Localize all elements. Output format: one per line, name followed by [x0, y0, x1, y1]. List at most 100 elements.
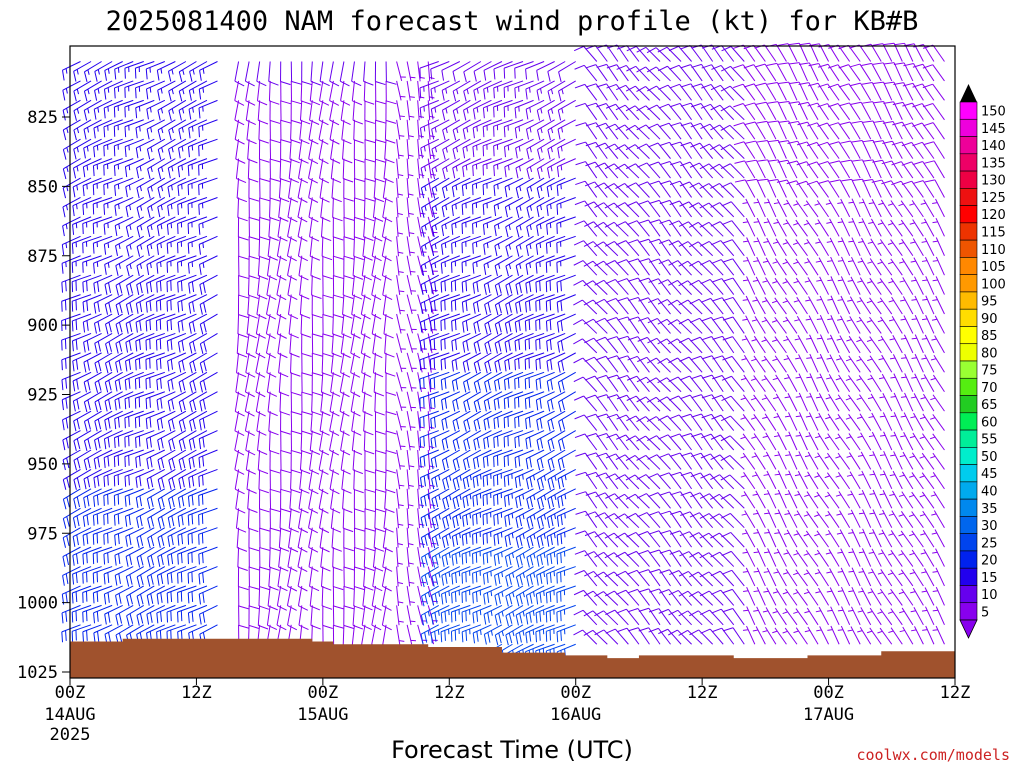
barb-shaft [84, 80, 102, 92]
barb-shaft [93, 119, 113, 129]
barb-shaft [84, 61, 102, 73]
barb-flag [333, 624, 344, 629]
wind-barb [385, 372, 397, 396]
barb-flag [136, 557, 141, 568]
barb-flag [146, 283, 149, 294]
barb-half-flag [192, 107, 194, 113]
barb-flag [125, 576, 130, 587]
barb-shaft [166, 624, 187, 632]
barb-shaft [406, 449, 411, 470]
wind-barb [494, 371, 513, 392]
barb-flag [547, 129, 551, 141]
barb-flag [319, 527, 330, 534]
wind-barb [177, 566, 197, 584]
barb-shaft [166, 294, 187, 302]
wind-barb [104, 255, 123, 275]
barb-shaft [83, 468, 102, 480]
barb-flag [526, 207, 530, 218]
barb-flag [62, 168, 67, 180]
barb-shaft [483, 119, 503, 128]
barb-flag [270, 178, 281, 182]
wind-barb [256, 294, 267, 320]
wind-barb [92, 216, 113, 234]
wind-barb [156, 410, 176, 431]
barb-half-flag [445, 88, 448, 94]
wind-barb [145, 352, 165, 370]
barb-flag [62, 439, 66, 451]
wind-barb [504, 507, 524, 527]
barb-shaft [114, 507, 134, 516]
barb-flag [97, 457, 101, 468]
barb-flag [83, 459, 88, 471]
barb-shaft [452, 138, 471, 150]
wind-barb [396, 255, 404, 276]
barb-shaft [382, 624, 387, 645]
barb-half-flag [129, 244, 132, 250]
barb-shaft [94, 313, 113, 324]
barb-flag [455, 339, 458, 350]
wind-barb [385, 80, 397, 105]
wind-barb [450, 294, 471, 312]
barb-flag [308, 158, 319, 165]
barb-shaft [82, 177, 102, 187]
barb-flag [139, 535, 144, 546]
wind-barb [353, 469, 364, 494]
barb-shaft [350, 391, 355, 412]
wind-barb [115, 352, 134, 373]
barb-shaft [235, 488, 240, 509]
barb-flag [203, 380, 207, 391]
barb-flag [128, 340, 132, 351]
barb-shaft [300, 430, 303, 451]
barb-flag [451, 536, 455, 547]
barb-shaft [309, 449, 313, 470]
barb-flag [308, 527, 318, 534]
wind-barb [178, 371, 197, 393]
wind-barb [472, 488, 492, 507]
wind-barb [125, 216, 144, 238]
barb-flag [498, 283, 502, 294]
wind-barb [514, 410, 534, 429]
barb-flag [114, 555, 117, 566]
wind-barb [462, 468, 482, 490]
barb-half-flag [438, 553, 441, 559]
wind-barb [461, 177, 482, 196]
wind-barb [353, 566, 365, 591]
wind-barb [536, 158, 555, 180]
barb-flag [420, 537, 425, 548]
barb-shaft [382, 275, 387, 295]
barb-flag [486, 592, 490, 603]
wind-barb [124, 99, 144, 118]
barb-flag [445, 457, 449, 469]
barb-shaft [166, 235, 187, 244]
barb-flag [136, 167, 140, 179]
wind-barb [199, 604, 218, 625]
wind-barb [431, 488, 450, 510]
barb-shaft [371, 236, 377, 257]
wind-barb [360, 313, 371, 339]
barb-flag [76, 438, 81, 449]
barb-flag [297, 197, 308, 203]
barb-half-flag [128, 164, 131, 171]
barb-half-flag [438, 474, 441, 481]
wind-barb [280, 80, 292, 105]
wind-barb [451, 177, 471, 198]
barb-flag [117, 417, 120, 428]
barb-flag [382, 255, 392, 262]
barb-flag [178, 440, 183, 452]
barb-shaft [451, 624, 471, 632]
barb-flag [318, 508, 329, 514]
wind-barb [265, 333, 276, 359]
barb-flag [198, 107, 201, 119]
barb-flag [66, 516, 70, 527]
barb-half-flag [455, 146, 459, 153]
barb-shaft [235, 139, 240, 160]
wind-barb [156, 255, 176, 274]
barb-half-flag [543, 552, 546, 558]
wind-barb [535, 352, 555, 371]
barb-half-flag [76, 108, 80, 114]
barb-flag [340, 391, 350, 398]
barb-shaft [526, 488, 545, 500]
barb-shaft [178, 488, 197, 499]
barb-half-flag [479, 474, 482, 480]
barb-flag [93, 496, 96, 507]
